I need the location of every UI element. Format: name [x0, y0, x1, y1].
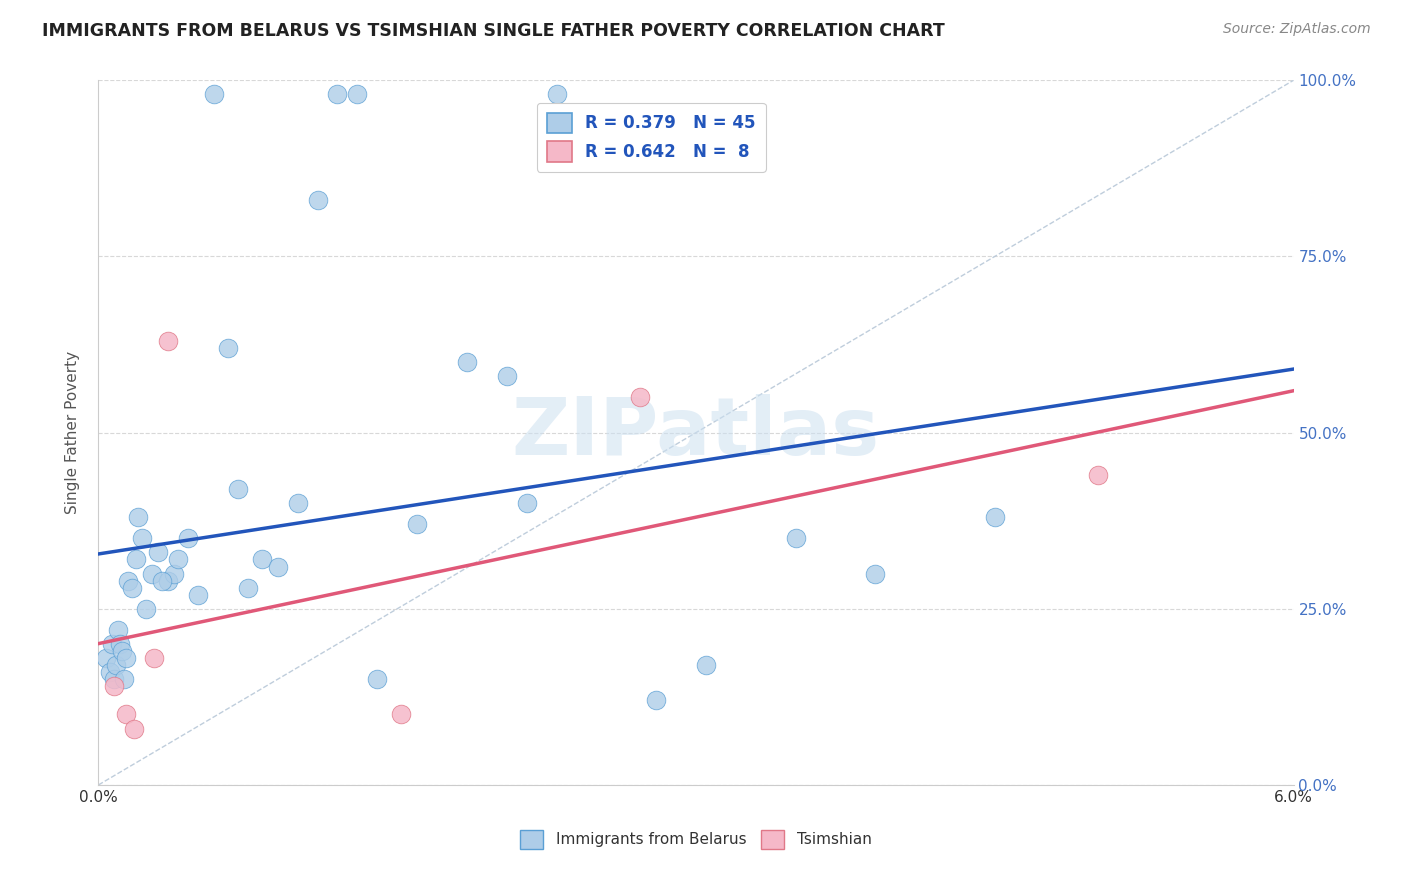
- Point: [406, 517, 429, 532]
- Point: [217, 341, 239, 355]
- Point: [101, 637, 124, 651]
- Point: [177, 532, 200, 546]
- Point: [103, 673, 125, 687]
- Point: [785, 532, 807, 546]
- Point: [307, 193, 329, 207]
- Point: [366, 673, 388, 687]
- Text: ZIPatlas: ZIPatlas: [512, 393, 880, 472]
- Point: [148, 545, 170, 559]
- Point: [267, 559, 290, 574]
- Point: [150, 574, 173, 588]
- Point: [121, 581, 143, 595]
- Point: [111, 644, 134, 658]
- Point: [103, 679, 125, 693]
- Point: [516, 496, 538, 510]
- Point: [131, 532, 153, 546]
- Legend: Immigrants from Belarus, Tsimshian: Immigrants from Belarus, Tsimshian: [515, 824, 877, 855]
- Point: [628, 391, 651, 405]
- Point: [124, 722, 146, 736]
- Point: [117, 574, 139, 588]
- Point: [115, 651, 138, 665]
- Point: [226, 482, 249, 496]
- Point: [645, 693, 668, 707]
- Point: [187, 588, 209, 602]
- Point: [863, 566, 886, 581]
- Text: Source: ZipAtlas.com: Source: ZipAtlas.com: [1223, 22, 1371, 37]
- Point: [346, 87, 368, 102]
- Point: [287, 496, 309, 510]
- Point: [110, 637, 132, 651]
- Text: IMMIGRANTS FROM BELARUS VS TSIMSHIAN SINGLE FATHER POVERTY CORRELATION CHART: IMMIGRANTS FROM BELARUS VS TSIMSHIAN SIN…: [42, 22, 945, 40]
- Point: [236, 581, 259, 595]
- Point: [389, 707, 412, 722]
- Point: [115, 707, 138, 722]
- Point: [250, 552, 273, 566]
- Y-axis label: Single Father Poverty: Single Father Poverty: [65, 351, 80, 514]
- Point: [157, 334, 180, 348]
- Point: [1087, 467, 1109, 482]
- Point: [143, 651, 166, 665]
- Point: [163, 566, 186, 581]
- Point: [112, 673, 135, 687]
- Point: [125, 552, 148, 566]
- Point: [495, 369, 517, 384]
- Point: [98, 665, 122, 680]
- Point: [135, 601, 157, 615]
- Point: [167, 552, 190, 566]
- Point: [157, 574, 180, 588]
- Point: [202, 87, 225, 102]
- Point: [107, 623, 129, 637]
- Point: [141, 566, 163, 581]
- Point: [984, 510, 1007, 524]
- Point: [546, 87, 568, 102]
- Point: [127, 510, 149, 524]
- Point: [96, 651, 118, 665]
- Point: [456, 355, 478, 369]
- Point: [105, 658, 128, 673]
- Point: [695, 658, 717, 673]
- Point: [326, 87, 349, 102]
